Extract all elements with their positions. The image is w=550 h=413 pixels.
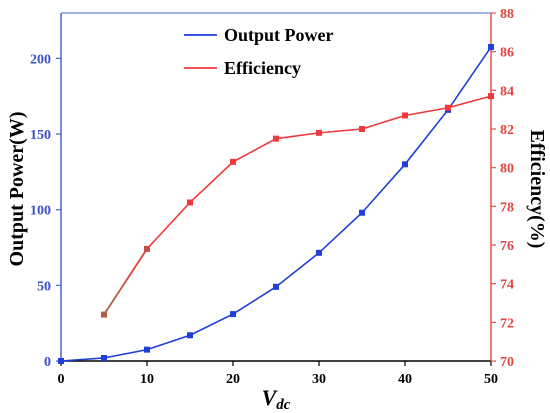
output-power-point [402,161,408,168]
efficiency-point [316,129,322,136]
right-y-tick-label: 84 [500,84,514,99]
efficiency-point [187,199,193,206]
output-power-point [359,209,365,216]
x-tick-label: 50 [484,372,498,387]
output-power-point [316,249,322,256]
efficiency-line-start-segment [103,248,148,316]
efficiency-point [488,93,494,100]
output-power-point [488,44,494,51]
left-y-tick-label: 0 [44,355,51,370]
x-tick-label: 0 [58,372,65,387]
right-y-tick-label: 78 [500,200,514,215]
left-y-tick-label: 200 [30,52,51,67]
legend-output-power-label: Output Power [224,25,334,45]
legend-efficiency-label: Efficiency [224,58,301,78]
left-y-tick-label: 50 [37,279,51,294]
x-tick-label: 30 [312,372,326,387]
right-y-tick-label: 70 [500,355,514,370]
efficiency-point [101,311,107,318]
x-axis-title-subscript: dc [276,397,291,413]
efficiency-point [230,158,236,165]
efficiency-point [402,112,408,119]
efficiency-line [146,95,492,250]
right-y-tick-label: 80 [500,162,514,177]
output-power-line [60,46,492,362]
right-y-axis-title: Efficiency(%) [526,130,548,249]
output-power-point [230,311,236,318]
x-axis-title-main: V [262,385,279,410]
efficiency-point [359,126,365,132]
x-tick-label: 10 [140,372,154,387]
output-power-point [101,354,107,361]
left-y-axis-title: Output Power(W) [6,112,28,267]
right-y-tick-label: 72 [500,316,514,331]
right-y-tick-label: 82 [500,123,514,138]
output-power-point [144,346,150,353]
right-y-tick-label: 74 [500,278,514,293]
efficiency-point [273,135,279,142]
efficiency-point [445,104,451,111]
output-power-point [273,283,279,290]
left-y-tick-label: 100 [30,204,51,219]
right-y-tick-label: 76 [500,239,514,254]
x-tick-label: 20 [226,372,240,387]
output-power-point [58,358,64,364]
right-y-tick-label: 88 [500,7,514,22]
efficiency-point [144,245,150,252]
x-axis-title: Vdc [262,385,291,413]
output-power-point [187,332,193,339]
x-tick-label: 40 [398,372,412,387]
right-y-tick-label: 86 [500,46,514,61]
left-y-tick-label: 150 [30,128,51,143]
